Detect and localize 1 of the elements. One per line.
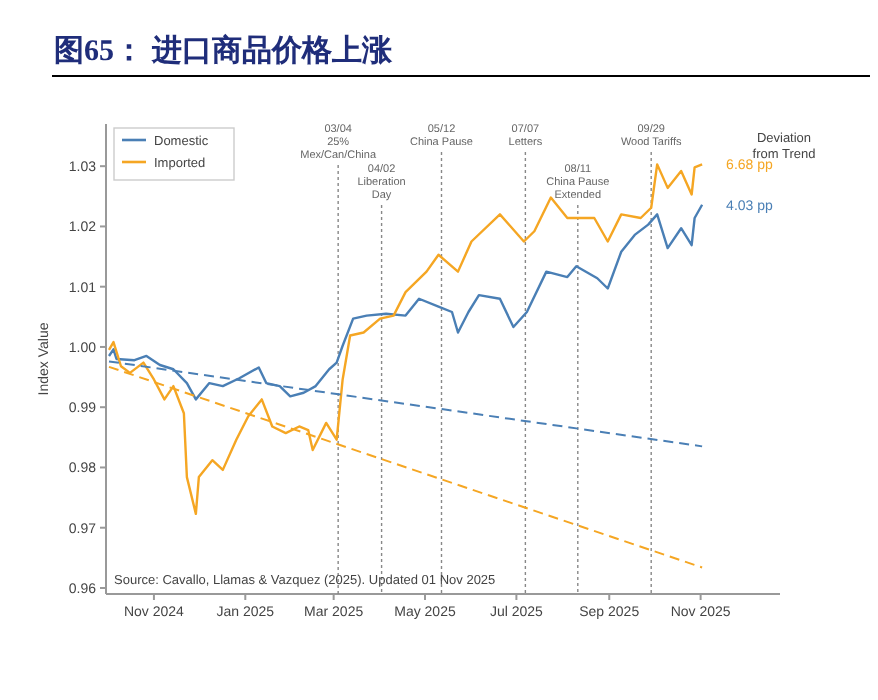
chart-title: 图65： 进口商品价格上涨 — [54, 32, 394, 68]
